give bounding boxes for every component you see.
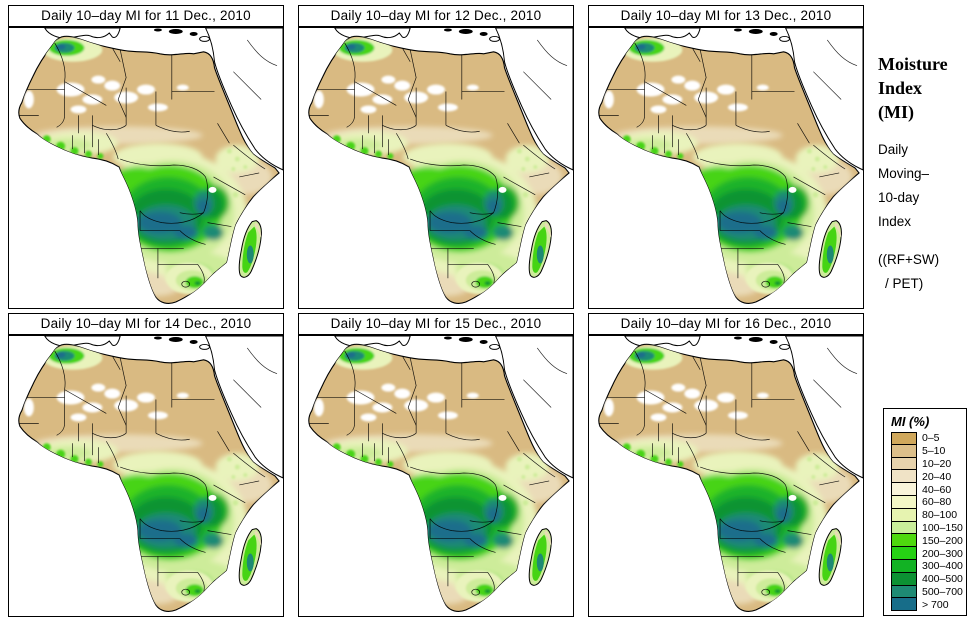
map-title: Daily 10–day MI for 13 Dec., 2010: [588, 5, 864, 27]
formula-line: / PET): [885, 276, 924, 291]
legend-row: 0–5: [891, 432, 966, 445]
legend-swatch: [891, 432, 917, 445]
map-panel-11dec: Daily 10–day MI for 11 Dec., 2010: [8, 5, 284, 309]
africa-map-13dec: [588, 27, 864, 309]
legend-label: 400–500: [922, 573, 963, 586]
legend-row: 80–100: [891, 508, 966, 522]
africa-map-12dec: [298, 27, 574, 309]
legend-row: > 700: [891, 598, 966, 612]
africa-moisture-map: [589, 336, 863, 616]
legend-row: 500–700: [891, 585, 966, 599]
map-title: Daily 10–day MI for 11 Dec., 2010: [8, 5, 284, 27]
legend-row: 20–40: [891, 470, 966, 484]
legend-swatch: [891, 598, 917, 612]
legend-label: 300–400: [922, 560, 963, 573]
legend-row: 200–300: [891, 547, 966, 560]
map-title: Daily 10–day MI for 14 Dec., 2010: [8, 313, 284, 335]
map-panel-13dec: Daily 10–day MI for 13 Dec., 2010: [588, 5, 864, 309]
legend-title: MI (%): [891, 414, 930, 429]
africa-moisture-map: [9, 28, 283, 308]
legend-row: 400–500: [891, 572, 966, 586]
legend-label: > 700: [922, 598, 949, 611]
map-panel-14dec: Daily 10–day MI for 14 Dec., 2010: [8, 313, 284, 617]
legend-swatch: [891, 495, 917, 509]
legend-swatch: [891, 547, 917, 560]
legend-label: 10–20: [922, 457, 952, 470]
legend-row: 60–80: [891, 495, 966, 509]
africa-map-11dec: [8, 27, 284, 309]
sidebar-formula: ((RF+SW) / PET): [878, 248, 972, 296]
legend-label: 200–300: [922, 547, 963, 560]
legend-label: 40–60: [922, 483, 952, 496]
legend-label: 60–80: [922, 496, 952, 509]
legend-label: 5–10: [922, 445, 946, 458]
legend-label: 0–5: [922, 432, 940, 445]
legend-swatch: [891, 444, 917, 458]
heading-line: (MI): [878, 102, 914, 122]
map-panel-12dec: Daily 10–day MI for 12 Dec., 2010: [298, 5, 574, 309]
sidebar-subtitle: Daily Moving– 10-day Index: [878, 138, 972, 234]
subtitle-line: Moving–: [878, 166, 930, 181]
legend-swatch: [891, 457, 917, 471]
map-title: Daily 10–day MI for 16 Dec., 2010: [588, 313, 864, 335]
legend-row: 10–20: [891, 457, 966, 471]
map-title: Daily 10–day MI for 15 Dec., 2010: [298, 313, 574, 335]
africa-map-15dec: [298, 335, 574, 617]
legend-row: 100–150: [891, 521, 966, 535]
legend-swatch: [891, 521, 917, 535]
africa-moisture-map: [299, 28, 573, 308]
legend-swatch: [891, 534, 917, 548]
legend-swatch: [891, 572, 917, 586]
legend-swatch: [891, 559, 917, 573]
sidebar-annotation: Moisture Index (MI) Daily Moving– 10-day…: [878, 52, 972, 296]
africa-moisture-map: [589, 28, 863, 308]
legend-swatch: [891, 585, 917, 599]
legend-rows: 0–5 5–10 10–20 20–40 40–60 60–80 80–100 100–150…: [891, 432, 966, 612]
subtitle-line: 10-day: [878, 190, 920, 205]
legend-label: 80–100: [922, 509, 958, 522]
map-panel-16dec: Daily 10–day MI for 16 Dec., 2010: [588, 313, 864, 617]
legend-label: 150–200: [922, 534, 963, 547]
heading-line: Index: [878, 78, 923, 98]
legend-label: 20–40: [922, 470, 952, 483]
legend-swatch: [891, 508, 917, 522]
legend-row: 150–200: [891, 534, 966, 548]
africa-moisture-map: [299, 336, 573, 616]
subtitle-line: Index: [878, 214, 912, 229]
africa-map-16dec: [588, 335, 864, 617]
legend-row: 300–400: [891, 559, 966, 573]
africa-map-14dec: [8, 335, 284, 617]
legend-label: 100–150: [922, 521, 963, 534]
legend-swatch: [891, 483, 917, 496]
africa-moisture-map: [9, 336, 283, 616]
legend-row: 5–10: [891, 444, 966, 458]
heading-line: Moisture: [878, 54, 948, 74]
map-title: Daily 10–day MI for 12 Dec., 2010: [298, 5, 574, 27]
mi-legend: MI (%) 0–5 5–10 10–20 20–40 40–60 60–80 80–100…: [883, 408, 967, 616]
formula-line: ((RF+SW): [878, 252, 940, 267]
sidebar-heading: Moisture Index (MI): [878, 52, 972, 124]
legend-swatch: [891, 470, 917, 484]
legend-row: 40–60: [891, 483, 966, 496]
subtitle-line: Daily: [878, 142, 909, 157]
map-panel-15dec: Daily 10–day MI for 15 Dec., 2010: [298, 313, 574, 617]
legend-label: 500–700: [922, 585, 963, 598]
